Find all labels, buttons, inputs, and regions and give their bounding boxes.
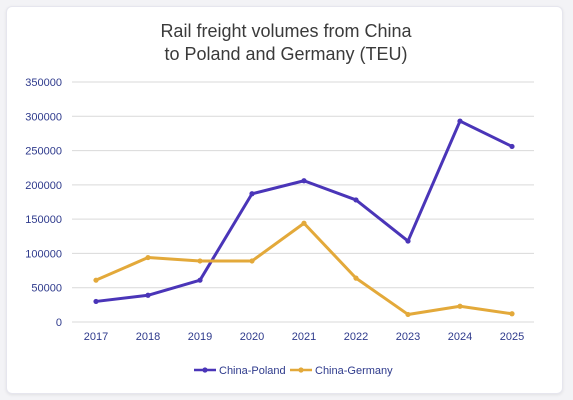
y-axis-ticks: 0 50000 100000 150000 200000 250000 300000 3500… (25, 77, 62, 329)
data-point (509, 311, 515, 317)
data-point (197, 258, 203, 264)
y-tick-label: 350000 (25, 77, 62, 89)
y-tick-label: 300000 (25, 111, 62, 123)
data-point (457, 118, 463, 124)
x-tick-label: 2017 (84, 331, 108, 343)
x-tick-label: 2025 (500, 331, 524, 343)
x-tick-label: 2018 (136, 331, 160, 343)
y-tick-label: 150000 (25, 214, 62, 226)
legend: China-Poland China-Germany (194, 365, 393, 377)
legend-label: China-Germany (315, 365, 393, 377)
legend-label: China-Poland (219, 365, 286, 377)
x-tick-label: 2021 (292, 331, 316, 343)
series-lines (93, 118, 515, 318)
grid-lines (72, 81, 534, 323)
data-point (405, 311, 411, 318)
x-axis-ticks: 2017 2018 2019 2020 2021 2022 2023 2024 2025 (84, 331, 524, 343)
data-point (93, 277, 99, 283)
chart-title-line-2: to Poland and Germany (TEU) (164, 44, 407, 64)
y-tick-label: 100000 (25, 248, 62, 260)
data-point (509, 143, 515, 150)
series-china-germany (93, 220, 515, 318)
y-tick-label: 200000 (25, 180, 62, 192)
data-point (353, 197, 359, 203)
y-tick-label: 50000 (31, 283, 62, 295)
chart-card (6, 6, 563, 394)
data-point (405, 238, 411, 244)
legend-marker (298, 367, 304, 373)
data-point (457, 303, 463, 309)
series-line (94, 119, 514, 303)
data-point (301, 178, 307, 184)
chart-title-line-1: Rail freight volumes from China (160, 21, 412, 41)
legend-marker (202, 367, 208, 373)
y-tick-label: 250000 (25, 146, 62, 158)
data-point (145, 292, 151, 298)
data-point (145, 254, 151, 261)
data-point (197, 277, 203, 283)
data-point (301, 220, 307, 226)
data-point (249, 258, 255, 264)
x-tick-label: 2023 (396, 331, 420, 343)
y-tick-label: 0 (56, 317, 62, 329)
x-tick-label: 2024 (448, 331, 472, 343)
data-point (353, 275, 359, 281)
series-china-poland (93, 118, 515, 305)
x-tick-label: 2020 (240, 331, 264, 343)
data-point (93, 298, 99, 305)
data-point (249, 191, 255, 197)
series-line (94, 221, 514, 316)
x-tick-label: 2019 (188, 331, 212, 343)
legend-item: China-Poland (194, 365, 286, 377)
legend-item: China-Germany (290, 365, 393, 377)
x-tick-label: 2022 (344, 331, 368, 343)
